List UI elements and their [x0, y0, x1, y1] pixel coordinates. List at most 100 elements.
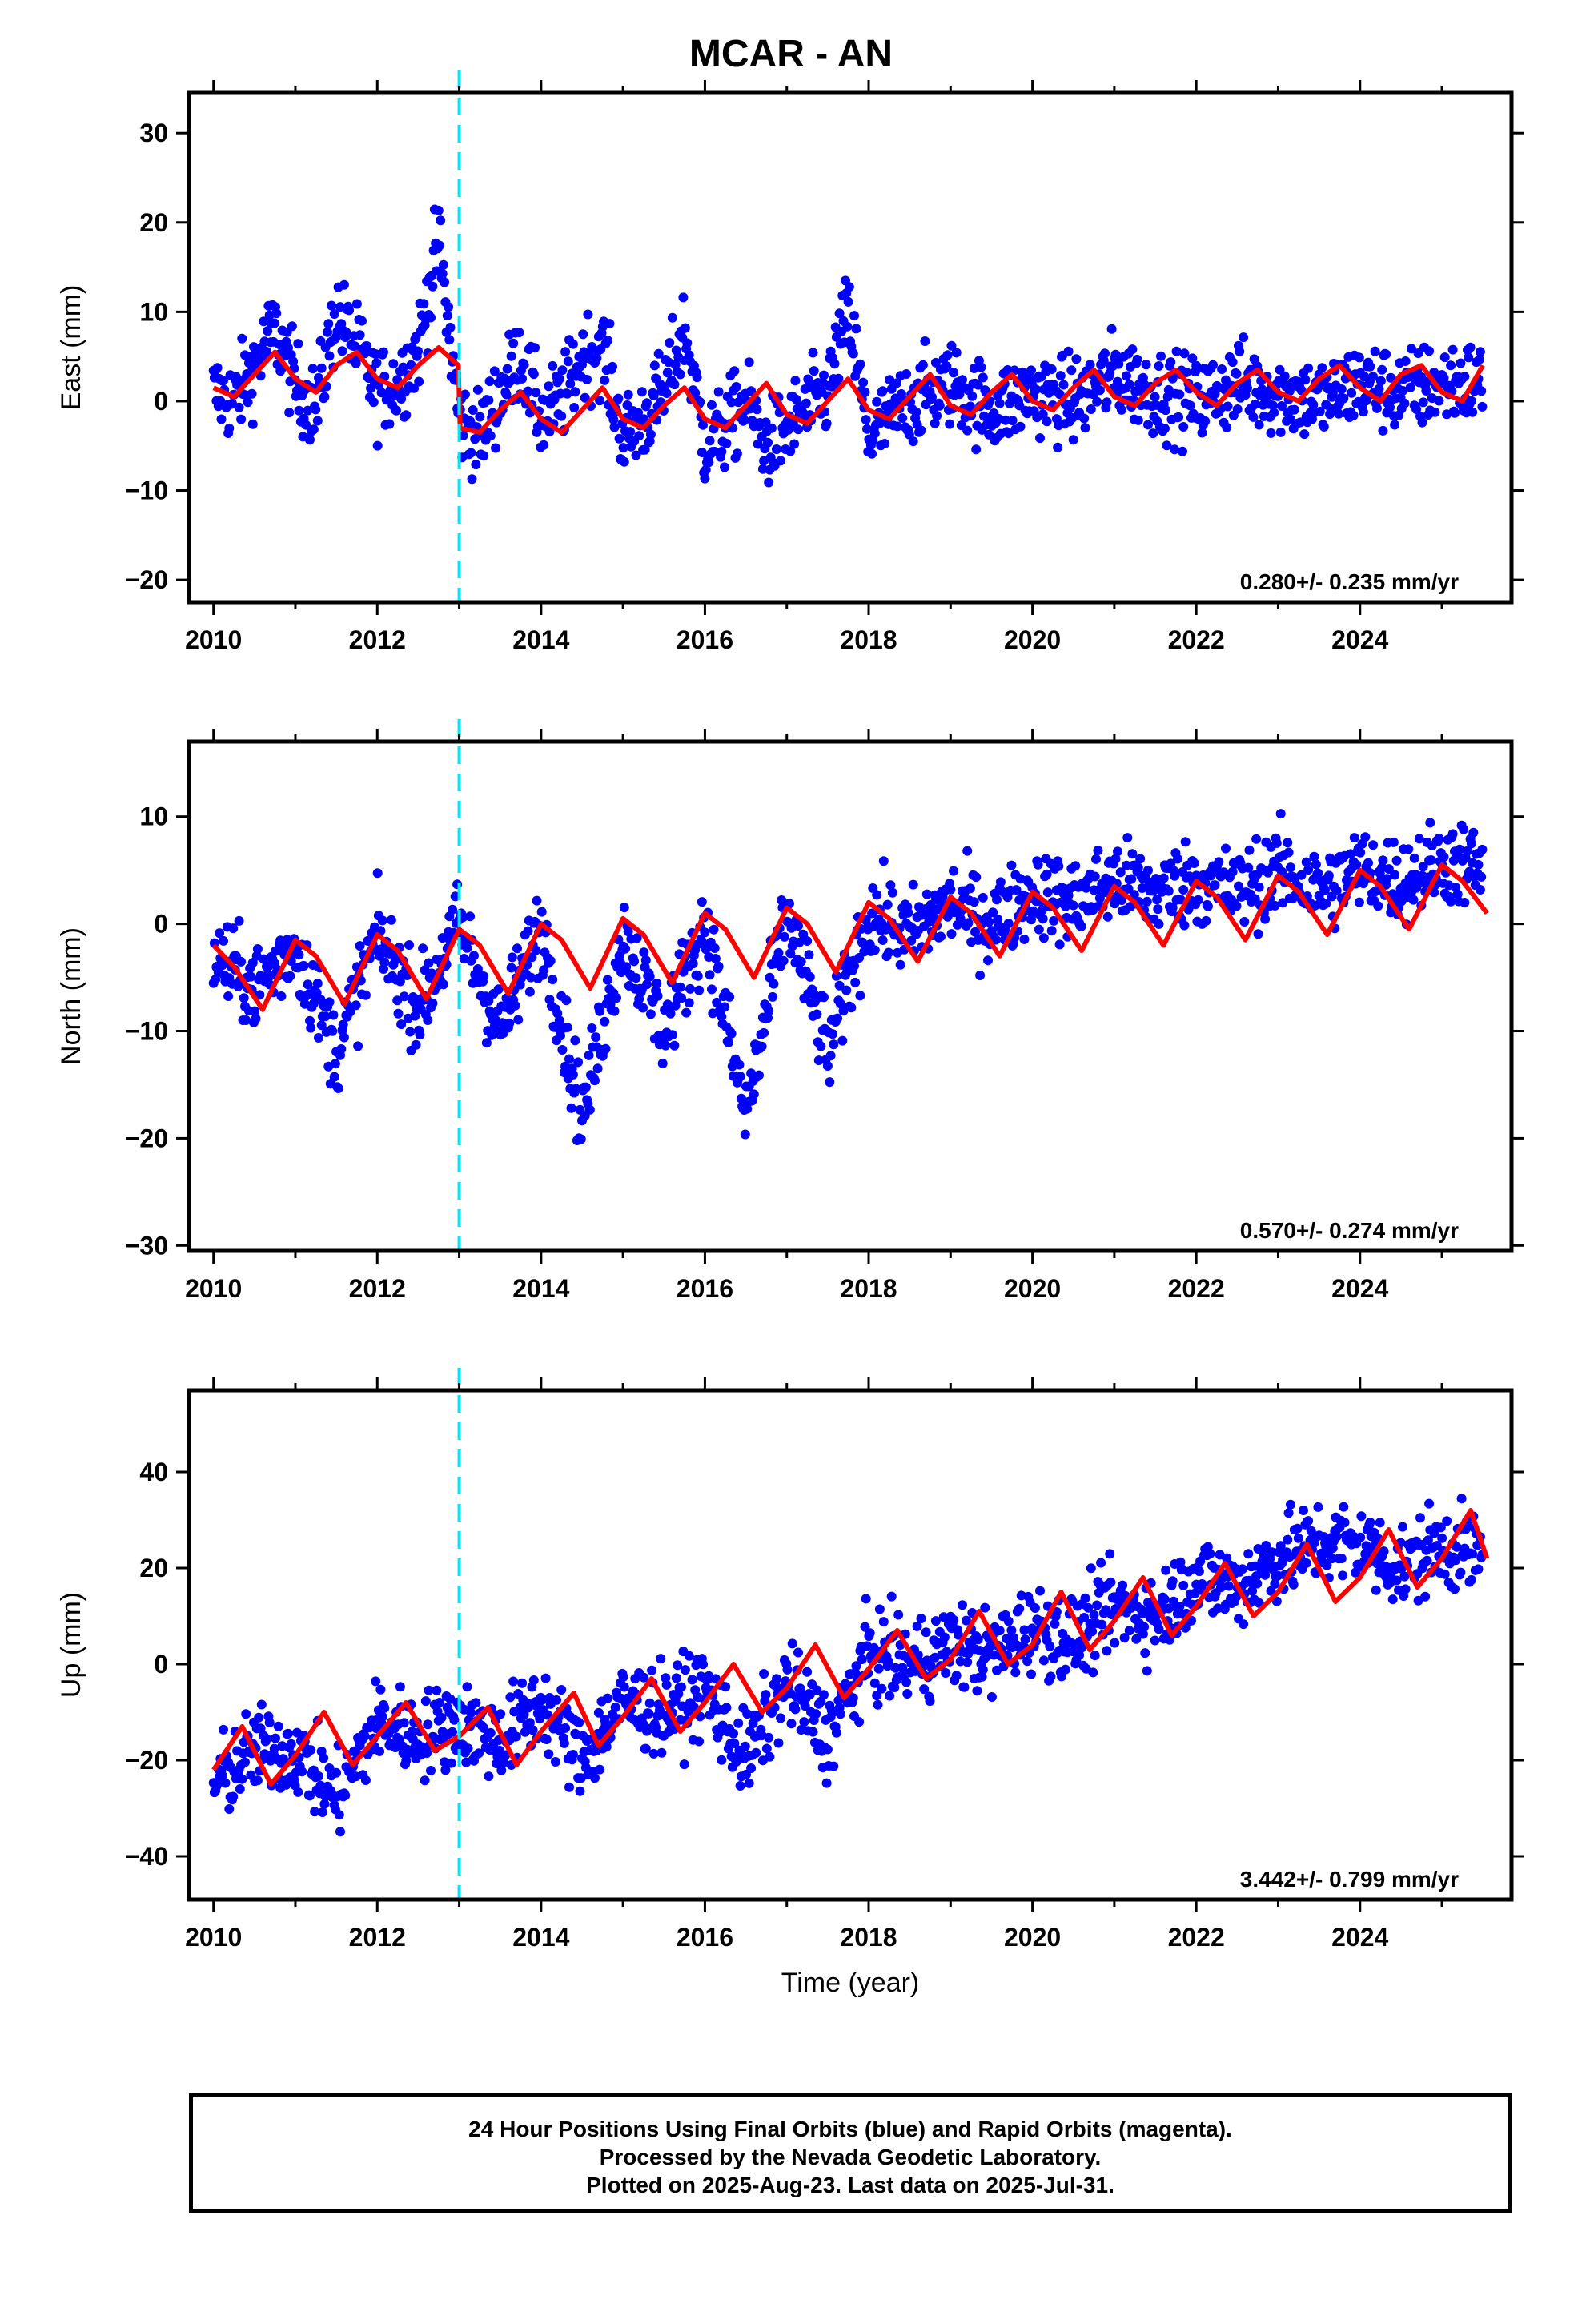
north-data-point	[591, 1032, 601, 1043]
east-data-point	[1413, 348, 1423, 358]
north-data-point	[846, 1003, 857, 1013]
east-data-point	[1042, 416, 1052, 427]
up-data-point	[639, 1672, 649, 1683]
north-data-point	[710, 954, 721, 963]
north-data-point	[377, 915, 387, 926]
up-data-point	[424, 1685, 434, 1695]
east-data-point	[1319, 421, 1329, 432]
up-data-point	[335, 1827, 345, 1837]
north-data-point	[794, 937, 805, 947]
north-data-point	[669, 1040, 680, 1051]
up-data-point	[331, 1767, 342, 1778]
east-y-axis-label: East (mm)	[56, 285, 86, 411]
up-data-point	[375, 1684, 386, 1695]
north-data-point	[813, 1055, 824, 1066]
east-data-point	[287, 321, 297, 332]
east-data-point	[327, 300, 336, 311]
north-data-point	[570, 1035, 580, 1046]
east-data-point	[1354, 352, 1364, 363]
north-data-point	[1172, 854, 1182, 864]
north-data-point	[438, 979, 448, 990]
east-data-point	[1430, 407, 1440, 417]
north-data-point	[970, 927, 980, 937]
up-data-point	[680, 1665, 690, 1675]
east-data-point	[1127, 344, 1138, 355]
east-data-point	[619, 456, 629, 467]
up-data-point	[746, 1763, 757, 1773]
up-data-point	[375, 1746, 385, 1756]
north-data-point	[992, 895, 1002, 905]
north-data-point	[303, 979, 313, 990]
north-data-point	[294, 950, 304, 960]
north-data-point	[1011, 885, 1022, 895]
east-data-point	[528, 369, 539, 380]
east-data-point	[523, 386, 533, 396]
north-data-point	[740, 1129, 750, 1140]
east-data-point	[880, 439, 890, 448]
north-data-point	[327, 1026, 338, 1036]
east-data-point	[428, 281, 438, 292]
up-data-point	[644, 1698, 655, 1708]
up-data-point	[462, 1682, 472, 1692]
up-data-point	[986, 1640, 996, 1651]
up-data-point	[1161, 1565, 1171, 1575]
up-data-point	[1008, 1633, 1018, 1642]
up-data-point	[220, 1778, 231, 1788]
east-data-point	[344, 305, 355, 316]
north-data-point	[545, 955, 556, 966]
up-data-point	[1356, 1511, 1367, 1522]
north-data-point	[557, 1045, 568, 1055]
east-data-point	[1227, 357, 1238, 368]
north-data-point	[239, 993, 249, 1003]
north-data-point	[965, 883, 975, 894]
up-data-point	[319, 1799, 330, 1809]
north-data-point	[333, 1084, 343, 1093]
north-data-point	[1135, 854, 1146, 864]
north-data-point	[867, 908, 877, 919]
north-data-point	[479, 971, 489, 982]
north-data-point	[1447, 829, 1458, 839]
up-data-point	[673, 1660, 683, 1671]
north-y-tick-label: −10	[125, 1017, 168, 1046]
up-data-point	[733, 1718, 744, 1728]
up-data-point	[977, 1671, 987, 1682]
up-data-point	[317, 1807, 327, 1817]
up-data-point	[340, 1791, 351, 1800]
up-data-point	[371, 1676, 381, 1687]
east-data-point	[436, 215, 446, 226]
east-data-point	[1327, 388, 1338, 398]
east-data-point	[1377, 364, 1387, 375]
up-data-point	[877, 1683, 887, 1694]
up-data-point	[885, 1691, 895, 1701]
north-data-point	[859, 947, 869, 957]
north-data-point	[246, 971, 256, 982]
north-data-point	[1466, 838, 1476, 849]
up-data-point	[764, 1732, 774, 1743]
east-data-point	[1284, 386, 1295, 396]
north-data-point	[640, 955, 651, 965]
north-data-point	[1122, 833, 1133, 843]
up-data-point	[773, 1738, 784, 1748]
up-data-point	[1217, 1582, 1227, 1592]
up-data-point	[793, 1647, 803, 1658]
east-data-point	[1464, 352, 1474, 363]
up-data-point	[919, 1684, 930, 1695]
up-fit-line	[211, 1508, 1490, 1787]
up-data-point	[1400, 1584, 1411, 1594]
north-data-point	[1148, 886, 1158, 896]
north-data-point	[1006, 860, 1017, 870]
east-data-point	[1210, 388, 1220, 399]
up-data-point	[1159, 1594, 1170, 1605]
up-data-point	[972, 1686, 982, 1696]
north-data-point	[462, 943, 472, 953]
north-data-point	[1409, 853, 1419, 863]
north-data-point	[379, 957, 390, 967]
east-data-point	[1465, 342, 1476, 352]
north-data-point	[568, 1069, 578, 1080]
up-data-point	[1140, 1648, 1150, 1659]
up-data-point	[1283, 1534, 1293, 1545]
north-data-point	[726, 1028, 737, 1039]
north-data-point	[305, 1015, 315, 1026]
up-data-point	[1456, 1567, 1466, 1578]
north-data-point	[234, 915, 244, 926]
